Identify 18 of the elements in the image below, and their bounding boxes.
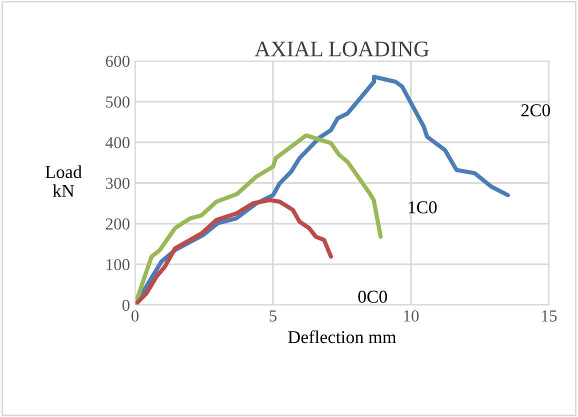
x-tick-label: 5 — [270, 310, 277, 322]
y-tick-label: 500 — [106, 96, 130, 108]
line-series — [135, 198, 334, 305]
x-tick-label: 15 — [542, 310, 557, 322]
y-axis-title: Load kN — [45, 165, 82, 197]
y-tick-label: 300 — [106, 178, 130, 189]
y-tick-label: 400 — [105, 137, 130, 148]
y-tick-label: 600 — [106, 56, 130, 67]
y-tick-label: 0 — [122, 300, 130, 311]
text: 2C0 — [521, 104, 550, 116]
text: 0C0 — [358, 290, 387, 303]
x-axis-title: Deflection mm — [288, 330, 396, 344]
x-tick-label: 0 — [131, 310, 139, 322]
y-tick-label: 100 — [106, 259, 130, 270]
x-tick-label: 10 — [404, 310, 419, 322]
series-label: 1C0 — [408, 201, 437, 214]
y-tick-label: 200 — [106, 218, 130, 230]
chart-title: AXIAL LOADING — [254, 42, 429, 56]
